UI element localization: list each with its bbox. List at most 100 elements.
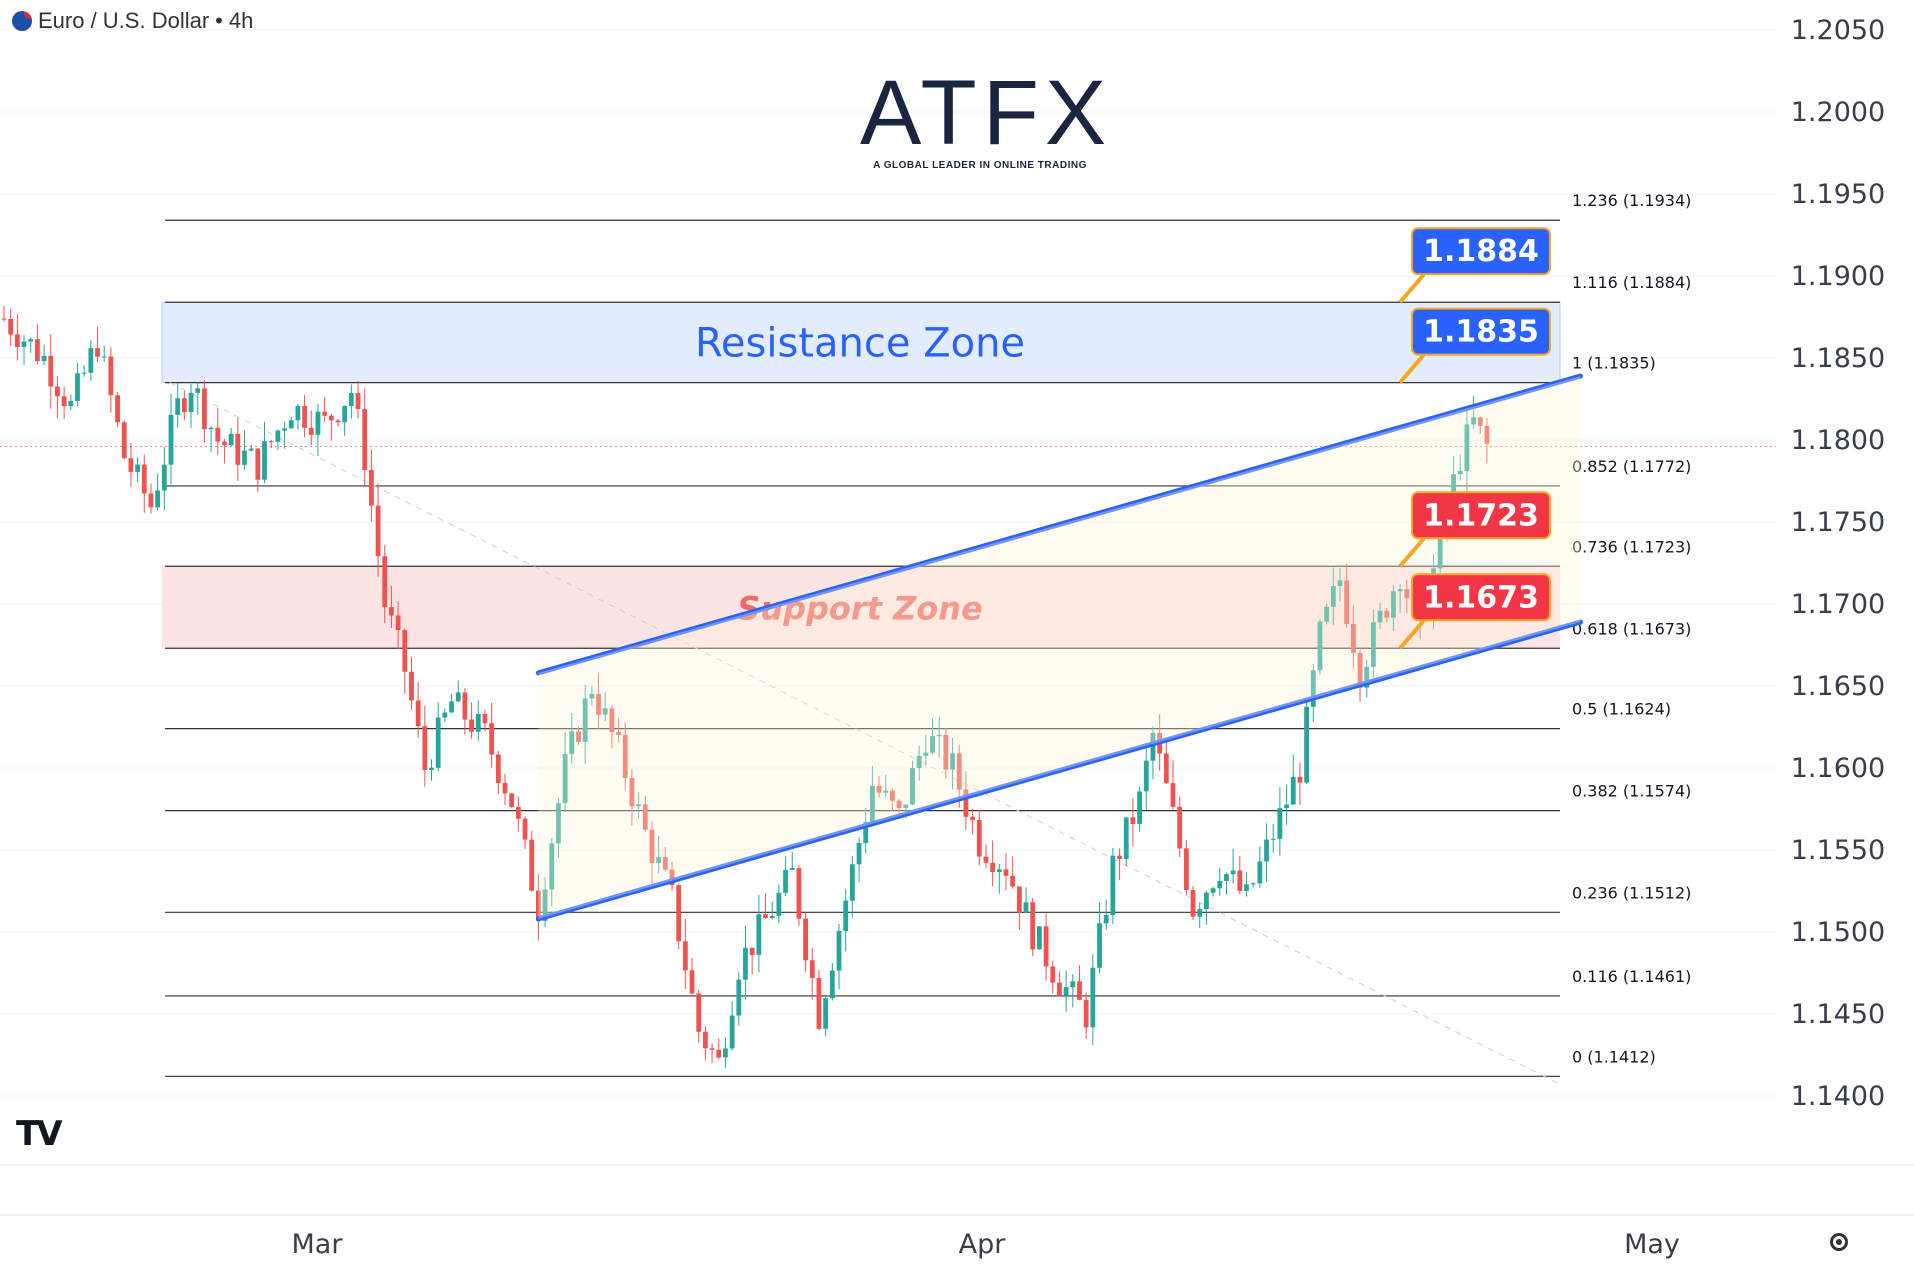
price-badge xyxy=(1411,307,1551,356)
candle-body xyxy=(976,820,982,857)
tradingview-logo-icon[interactable]: TV xyxy=(16,1114,62,1154)
symbol-name: Euro / U.S. Dollar xyxy=(38,8,210,33)
candle-body xyxy=(515,806,521,819)
candle-body xyxy=(1364,666,1370,688)
candle-body xyxy=(1143,760,1149,792)
x-tick-label: Mar xyxy=(292,1229,344,1260)
candle-body xyxy=(950,753,955,770)
settings-gear-icon[interactable] xyxy=(1830,1233,1848,1251)
candle-body xyxy=(562,754,568,804)
candle-body xyxy=(101,356,107,358)
trend-channel xyxy=(535,373,1583,922)
price-badges: 1.1884 1.1835 1.1723 1.1673 xyxy=(1398,227,1551,650)
fib-label: 0.852 (1.1772) xyxy=(1572,457,1691,476)
candle-body xyxy=(141,464,147,494)
candle-body xyxy=(622,734,628,779)
y-axis: 1.2050 1.2000 1.1950 1.1900 1.1850 1.1800 1.17… xyxy=(1791,15,1885,1112)
candle-body xyxy=(148,493,154,508)
interval-label[interactable]: 4h xyxy=(228,8,254,33)
candle-body xyxy=(1150,732,1156,761)
candle-body xyxy=(1063,987,1069,996)
candle-body xyxy=(1210,888,1216,893)
y-tick-label: 1.1600 xyxy=(1791,753,1885,784)
candle-body xyxy=(890,790,895,801)
candle-body xyxy=(1043,926,1049,967)
candle-body xyxy=(1037,926,1042,950)
candle-body xyxy=(1317,621,1323,671)
candle-body xyxy=(883,790,889,793)
candle-body xyxy=(469,719,474,732)
candle-body xyxy=(369,470,374,506)
candle-body xyxy=(28,339,34,342)
candle-body xyxy=(1250,883,1256,885)
candle-body xyxy=(355,392,361,409)
price-badge-label: 1.1884 xyxy=(1423,234,1539,269)
candle-body xyxy=(409,671,414,701)
candle-body xyxy=(1471,417,1476,425)
candle-body xyxy=(382,556,388,608)
candle-body xyxy=(1237,870,1243,891)
candle-body xyxy=(1177,806,1183,849)
candle-body xyxy=(449,701,454,713)
candle-body xyxy=(502,782,508,794)
fib-label: 0.736 (1.1723) xyxy=(1572,537,1691,556)
candle-body xyxy=(522,818,528,840)
badge-pointer xyxy=(1398,272,1426,304)
candle-body xyxy=(335,420,341,423)
candle-body xyxy=(489,723,495,755)
candle-body xyxy=(282,428,287,431)
candle-body xyxy=(462,692,468,720)
candle-body xyxy=(1224,874,1229,882)
fib-label: 1.236 (1.1934) xyxy=(1572,191,1691,210)
candle-body xyxy=(776,892,782,916)
candle-body xyxy=(716,1049,722,1058)
candle-body xyxy=(75,373,80,401)
candle-body xyxy=(1090,967,1096,1028)
candle-body xyxy=(1204,892,1209,910)
candle-body xyxy=(636,804,641,807)
diagonal-guide xyxy=(169,382,1561,1085)
candle-body xyxy=(435,717,441,768)
candle-body xyxy=(970,816,975,821)
candle-body xyxy=(1457,470,1463,475)
candle-body xyxy=(121,422,127,459)
candle-body xyxy=(81,372,87,374)
candle-body xyxy=(228,433,234,446)
price-badge-label: 1.1835 xyxy=(1423,315,1539,350)
y-tick-label: 1.1900 xyxy=(1791,261,1885,292)
badge-pointer xyxy=(1398,353,1426,384)
candle-body xyxy=(1297,776,1303,783)
badge-pointer xyxy=(1398,618,1426,650)
candle-body xyxy=(923,752,929,756)
candle-body xyxy=(202,388,207,430)
candle-body xyxy=(1183,848,1189,891)
candle-body xyxy=(676,885,682,942)
candle-body xyxy=(1010,875,1016,887)
candle-body xyxy=(1330,586,1336,607)
candle-body xyxy=(809,960,815,978)
candle-body xyxy=(1230,870,1236,875)
y-tick-label: 1.1550 xyxy=(1791,835,1885,866)
symbol-header[interactable]: Euro / U.S. Dollar • 4h xyxy=(12,8,253,34)
candle-body xyxy=(475,713,481,732)
y-tick-label: 1.1850 xyxy=(1791,343,1885,374)
candle-body xyxy=(1123,817,1129,860)
candle-body xyxy=(168,414,174,465)
y-tick-label: 1.1650 xyxy=(1791,671,1885,702)
x-tick-label: May xyxy=(1624,1229,1680,1260)
candle-body xyxy=(1277,808,1283,839)
fib-lines: 1.236 (1.1934) 1.116 (1.1884) 1 (1.1835) 0.… xyxy=(165,191,1691,1077)
y-tick-label: 1.2050 xyxy=(1791,15,1885,46)
candle-body xyxy=(1284,804,1289,809)
fib-label: 0.618 (1.1673) xyxy=(1572,619,1691,638)
candle-body xyxy=(95,348,100,357)
candle-body xyxy=(322,411,328,416)
candle-body xyxy=(275,430,281,442)
candle-body xyxy=(215,427,221,442)
candle-body xyxy=(983,856,989,863)
candle-body xyxy=(930,736,935,753)
x-axis: Mar Apr May xyxy=(292,1229,1680,1260)
channel-fill xyxy=(538,376,1581,919)
candle-body xyxy=(696,993,702,1032)
